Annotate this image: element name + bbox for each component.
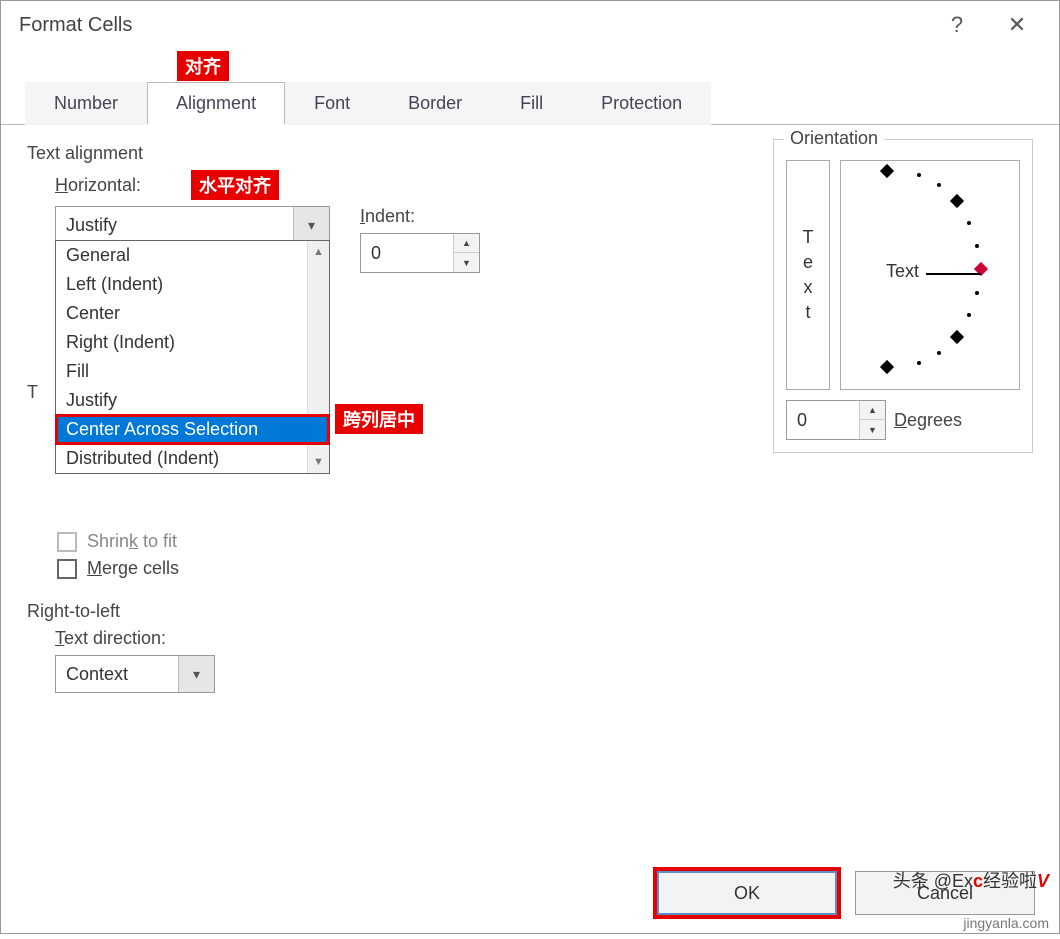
tab-fill[interactable]: Fill [491, 82, 572, 125]
text-direction-label: Text direction: [55, 628, 1033, 649]
badge-alignment: 对齐 [177, 51, 229, 81]
horizontal-value: Justify [56, 215, 293, 236]
dd-distributed[interactable]: Distributed (Indent) [56, 444, 329, 473]
horizontal-dropdown[interactable]: General Left (Indent) Center Right (Inde… [55, 240, 330, 474]
dialog-title: Format Cells [19, 14, 132, 37]
horizontal-combo[interactable]: Justify ▾ [55, 206, 330, 244]
degrees-value: 0 [787, 410, 859, 431]
orientation-vertical-text[interactable]: T e x t [786, 160, 830, 390]
merge-checkbox[interactable] [57, 559, 77, 579]
watermark-url: jingyanla.com [963, 915, 1049, 931]
tab-border[interactable]: Border [379, 82, 491, 125]
orientation-group: Orientation T e x t Text 0 ▲▼ Degrees [773, 139, 1033, 453]
help-button[interactable]: ? [927, 12, 987, 38]
dd-general[interactable]: General [56, 241, 329, 270]
indent-value: 0 [361, 243, 453, 264]
text-direction-combo[interactable]: Context ▾ [55, 655, 215, 693]
shrink-label: Shrink to fit [87, 531, 177, 552]
tab-protection[interactable]: Protection [572, 82, 711, 125]
indent-label: Indent: [360, 206, 480, 227]
dd-justify[interactable]: Justify [56, 386, 329, 415]
vertical-label-truncated: T [27, 382, 38, 403]
chevron-down-icon[interactable]: ▾ [293, 207, 329, 243]
horizontal-label: Horizontal: [55, 175, 185, 196]
tabstrip: Number Alignment Font Border Fill Protec… [1, 81, 1059, 125]
dd-left[interactable]: Left (Indent) [56, 270, 329, 299]
degrees-label: Degrees [894, 410, 962, 431]
dialog-content: Text alignment Horizontal: 水平对齐 Justify … [1, 125, 1059, 865]
tab-number[interactable]: Number [25, 82, 147, 125]
badge-horizontal: 水平对齐 [191, 170, 279, 200]
shrink-checkbox[interactable] [57, 532, 77, 552]
degrees-input[interactable]: 0 ▲▼ [786, 400, 886, 440]
shrink-row: Shrink to fit [57, 531, 1033, 552]
merge-row: Merge cells [57, 558, 1033, 579]
dd-right[interactable]: Right (Indent) [56, 328, 329, 357]
tab-alignment[interactable]: Alignment [147, 82, 285, 125]
section-rtl: Right-to-left [27, 601, 1033, 622]
merge-label: Merge cells [87, 558, 179, 579]
dd-center-across[interactable]: Center Across Selection [56, 415, 329, 444]
format-cells-dialog: Format Cells ? ✕ 对齐 Number Alignment Fon… [0, 0, 1060, 934]
chevron-down-icon[interactable]: ▾ [178, 656, 214, 692]
badge-center-across: 跨列居中 [335, 404, 423, 434]
text-direction-value: Context [56, 664, 178, 685]
watermark-author: 头条 @Exc经验啦V [893, 867, 1049, 893]
indent-spinner[interactable]: ▲▼ [453, 234, 479, 272]
degrees-spinner[interactable]: ▲▼ [859, 401, 885, 439]
tab-font[interactable]: Font [285, 82, 379, 125]
indent-input[interactable]: 0 ▲▼ [360, 233, 480, 273]
ok-button[interactable]: OK [657, 871, 837, 915]
dd-center[interactable]: Center [56, 299, 329, 328]
orientation-label: Orientation [784, 128, 884, 149]
dd-fill[interactable]: Fill [56, 357, 329, 386]
titlebar: Format Cells ? ✕ [1, 1, 1059, 49]
orientation-angle-box[interactable]: Text [840, 160, 1020, 390]
close-button[interactable]: ✕ [987, 12, 1047, 38]
